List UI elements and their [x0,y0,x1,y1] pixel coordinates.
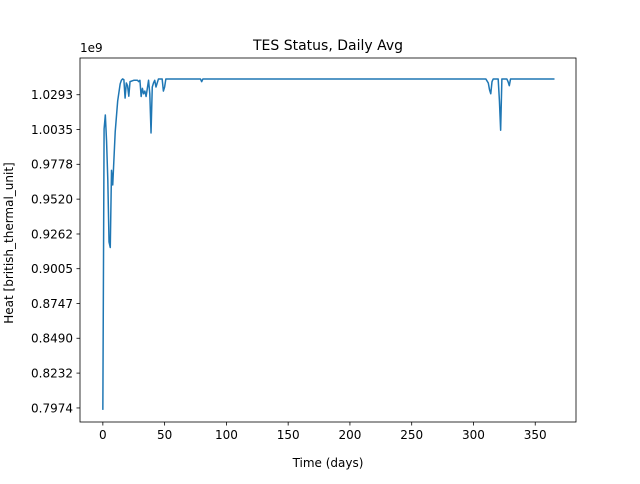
x-tick-label: 250 [400,428,423,442]
x-axis-label: Time (days) [292,456,364,470]
y-tick-label: 1.0293 [31,88,73,102]
y-tick-label: 0.8490 [31,332,73,346]
y-tick-label: 0.9520 [31,192,73,206]
chart-title: TES Status, Daily Avg [252,38,403,54]
y-axis-ticks: 0.7974 0.8232 0.8490 0.8747 0.9005 0.9262 0.95… [31,88,80,415]
y-tick-label: 0.9262 [31,227,73,241]
y-tick-label: 0.8232 [31,366,73,380]
y-tick-label: 0.8747 [31,297,73,311]
x-tick-label: 300 [462,428,485,442]
y-tick-label: 0.7974 [31,401,73,415]
y-tick-label: 0.9005 [31,262,73,276]
x-tick-label: 200 [338,428,361,442]
y-axis-label: Heat [british_thermal_unit] [2,162,16,323]
x-tick-label: 350 [524,428,547,442]
x-tick-label: 100 [215,428,238,442]
y-tick-label: 0.9778 [31,158,73,172]
x-axis-ticks: 0 50 100 150 200 250 300 350 [99,422,547,442]
x-tick-label: 150 [277,428,300,442]
series-line [102,78,555,410]
y-tick-label: 1.0035 [31,123,73,137]
x-tick-label: 0 [99,428,107,442]
y-offset-label: 1e9 [80,41,103,55]
axes-frame [79,57,577,423]
plot-area [102,78,555,410]
x-tick-label: 50 [157,428,172,442]
